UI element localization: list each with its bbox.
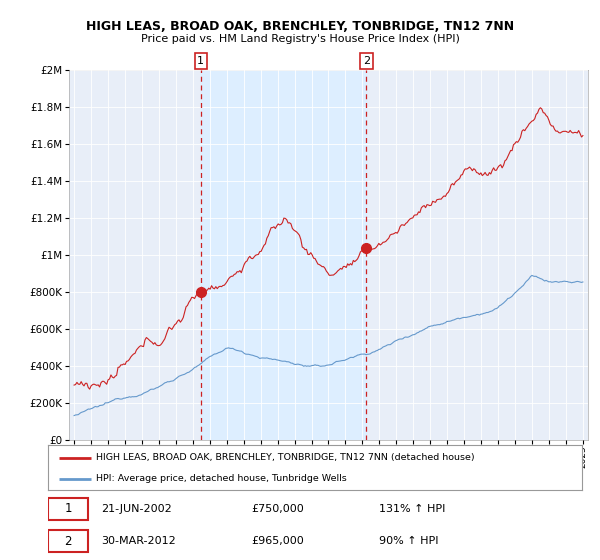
Text: HIGH LEAS, BROAD OAK, BRENCHLEY, TONBRIDGE, TN12 7NN: HIGH LEAS, BROAD OAK, BRENCHLEY, TONBRID… (86, 20, 514, 32)
Text: 1: 1 (64, 502, 72, 515)
FancyBboxPatch shape (48, 530, 88, 552)
Bar (201, 70, 367, 440)
Text: 2: 2 (64, 535, 72, 548)
Text: Price paid vs. HM Land Registry's House Price Index (HPI): Price paid vs. HM Land Registry's House … (140, 34, 460, 44)
Text: 21-JUN-2002: 21-JUN-2002 (101, 504, 172, 514)
Text: HIGH LEAS, BROAD OAK, BRENCHLEY, TONBRIDGE, TN12 7NN (detached house): HIGH LEAS, BROAD OAK, BRENCHLEY, TONBRID… (96, 453, 475, 462)
Text: 131% ↑ HPI: 131% ↑ HPI (379, 504, 445, 514)
Text: £965,000: £965,000 (251, 536, 304, 546)
Text: 90% ↑ HPI: 90% ↑ HPI (379, 536, 439, 546)
Text: 30-MAR-2012: 30-MAR-2012 (101, 536, 176, 546)
Text: 1: 1 (197, 56, 204, 66)
Text: HPI: Average price, detached house, Tunbridge Wells: HPI: Average price, detached house, Tunb… (96, 474, 347, 483)
Text: 2: 2 (363, 56, 370, 66)
FancyBboxPatch shape (48, 498, 88, 520)
Text: £750,000: £750,000 (251, 504, 304, 514)
